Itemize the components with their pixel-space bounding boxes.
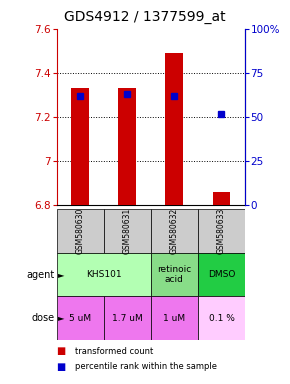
Bar [57, 296, 104, 340]
Bar [71, 88, 89, 205]
Bar [104, 209, 151, 253]
Text: retinoic
acid: retinoic acid [157, 265, 191, 284]
Bar [151, 209, 198, 253]
Bar [57, 209, 104, 253]
Text: agent: agent [26, 270, 54, 280]
Text: percentile rank within the sample: percentile rank within the sample [75, 362, 218, 371]
Text: 5 uM: 5 uM [69, 314, 91, 323]
Bar [104, 296, 151, 340]
Text: ■: ■ [57, 346, 66, 356]
Text: KHS101: KHS101 [86, 270, 122, 279]
Bar [118, 88, 136, 205]
Bar [198, 296, 245, 340]
Text: dose: dose [31, 313, 54, 323]
Text: ►: ► [57, 270, 64, 279]
Bar [213, 192, 231, 205]
Text: transformed count: transformed count [75, 347, 154, 356]
Bar [198, 209, 245, 253]
Bar [57, 253, 151, 296]
Text: DMSO: DMSO [208, 270, 235, 279]
Text: 1.7 uM: 1.7 uM [112, 314, 143, 323]
Text: 0.1 %: 0.1 % [209, 314, 234, 323]
Text: 1 uM: 1 uM [163, 314, 185, 323]
Bar [151, 296, 198, 340]
Text: ■: ■ [57, 362, 66, 372]
Text: GDS4912 / 1377599_at: GDS4912 / 1377599_at [64, 10, 226, 23]
Text: GSM580630: GSM580630 [76, 208, 85, 254]
Bar [198, 253, 245, 296]
Bar [165, 53, 183, 205]
Text: GSM580631: GSM580631 [123, 208, 132, 254]
Text: GSM580633: GSM580633 [217, 208, 226, 254]
Text: ►: ► [57, 314, 64, 323]
Bar [151, 253, 198, 296]
Text: GSM580632: GSM580632 [170, 208, 179, 254]
